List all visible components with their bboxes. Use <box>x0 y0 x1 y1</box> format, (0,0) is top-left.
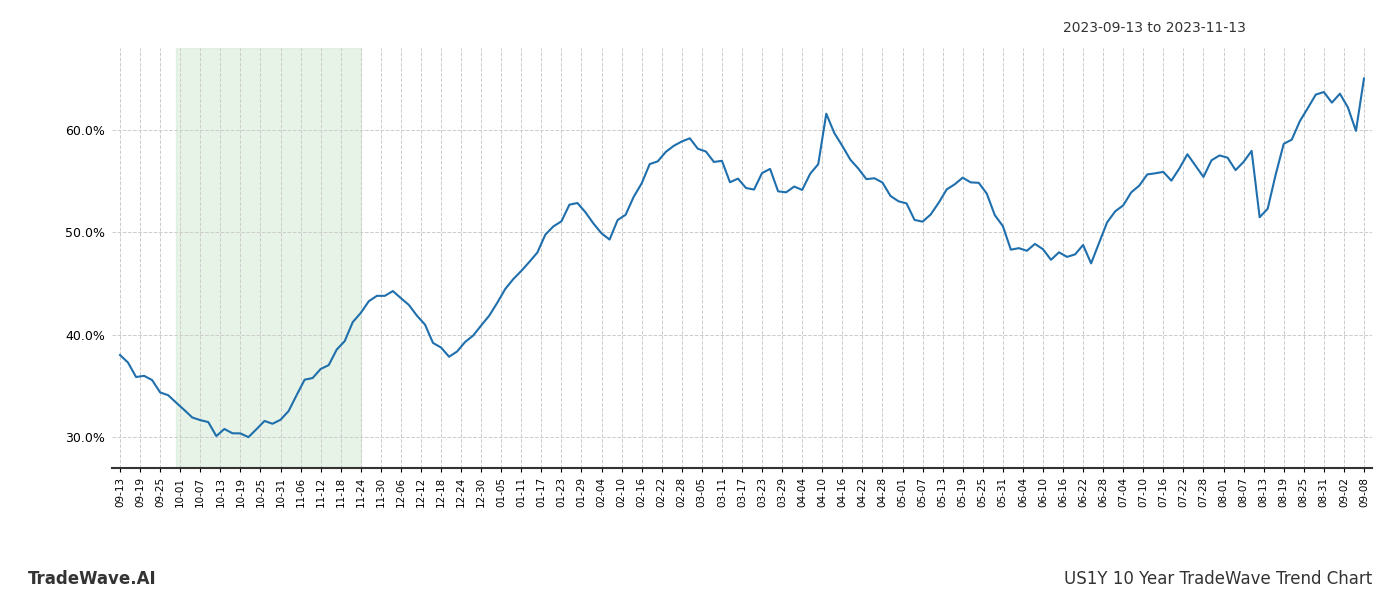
Bar <box>176 48 361 468</box>
Text: TradeWave.AI: TradeWave.AI <box>28 570 157 588</box>
Text: 2023-09-13 to 2023-11-13: 2023-09-13 to 2023-11-13 <box>1063 21 1246 35</box>
Text: US1Y 10 Year TradeWave Trend Chart: US1Y 10 Year TradeWave Trend Chart <box>1064 570 1372 588</box>
